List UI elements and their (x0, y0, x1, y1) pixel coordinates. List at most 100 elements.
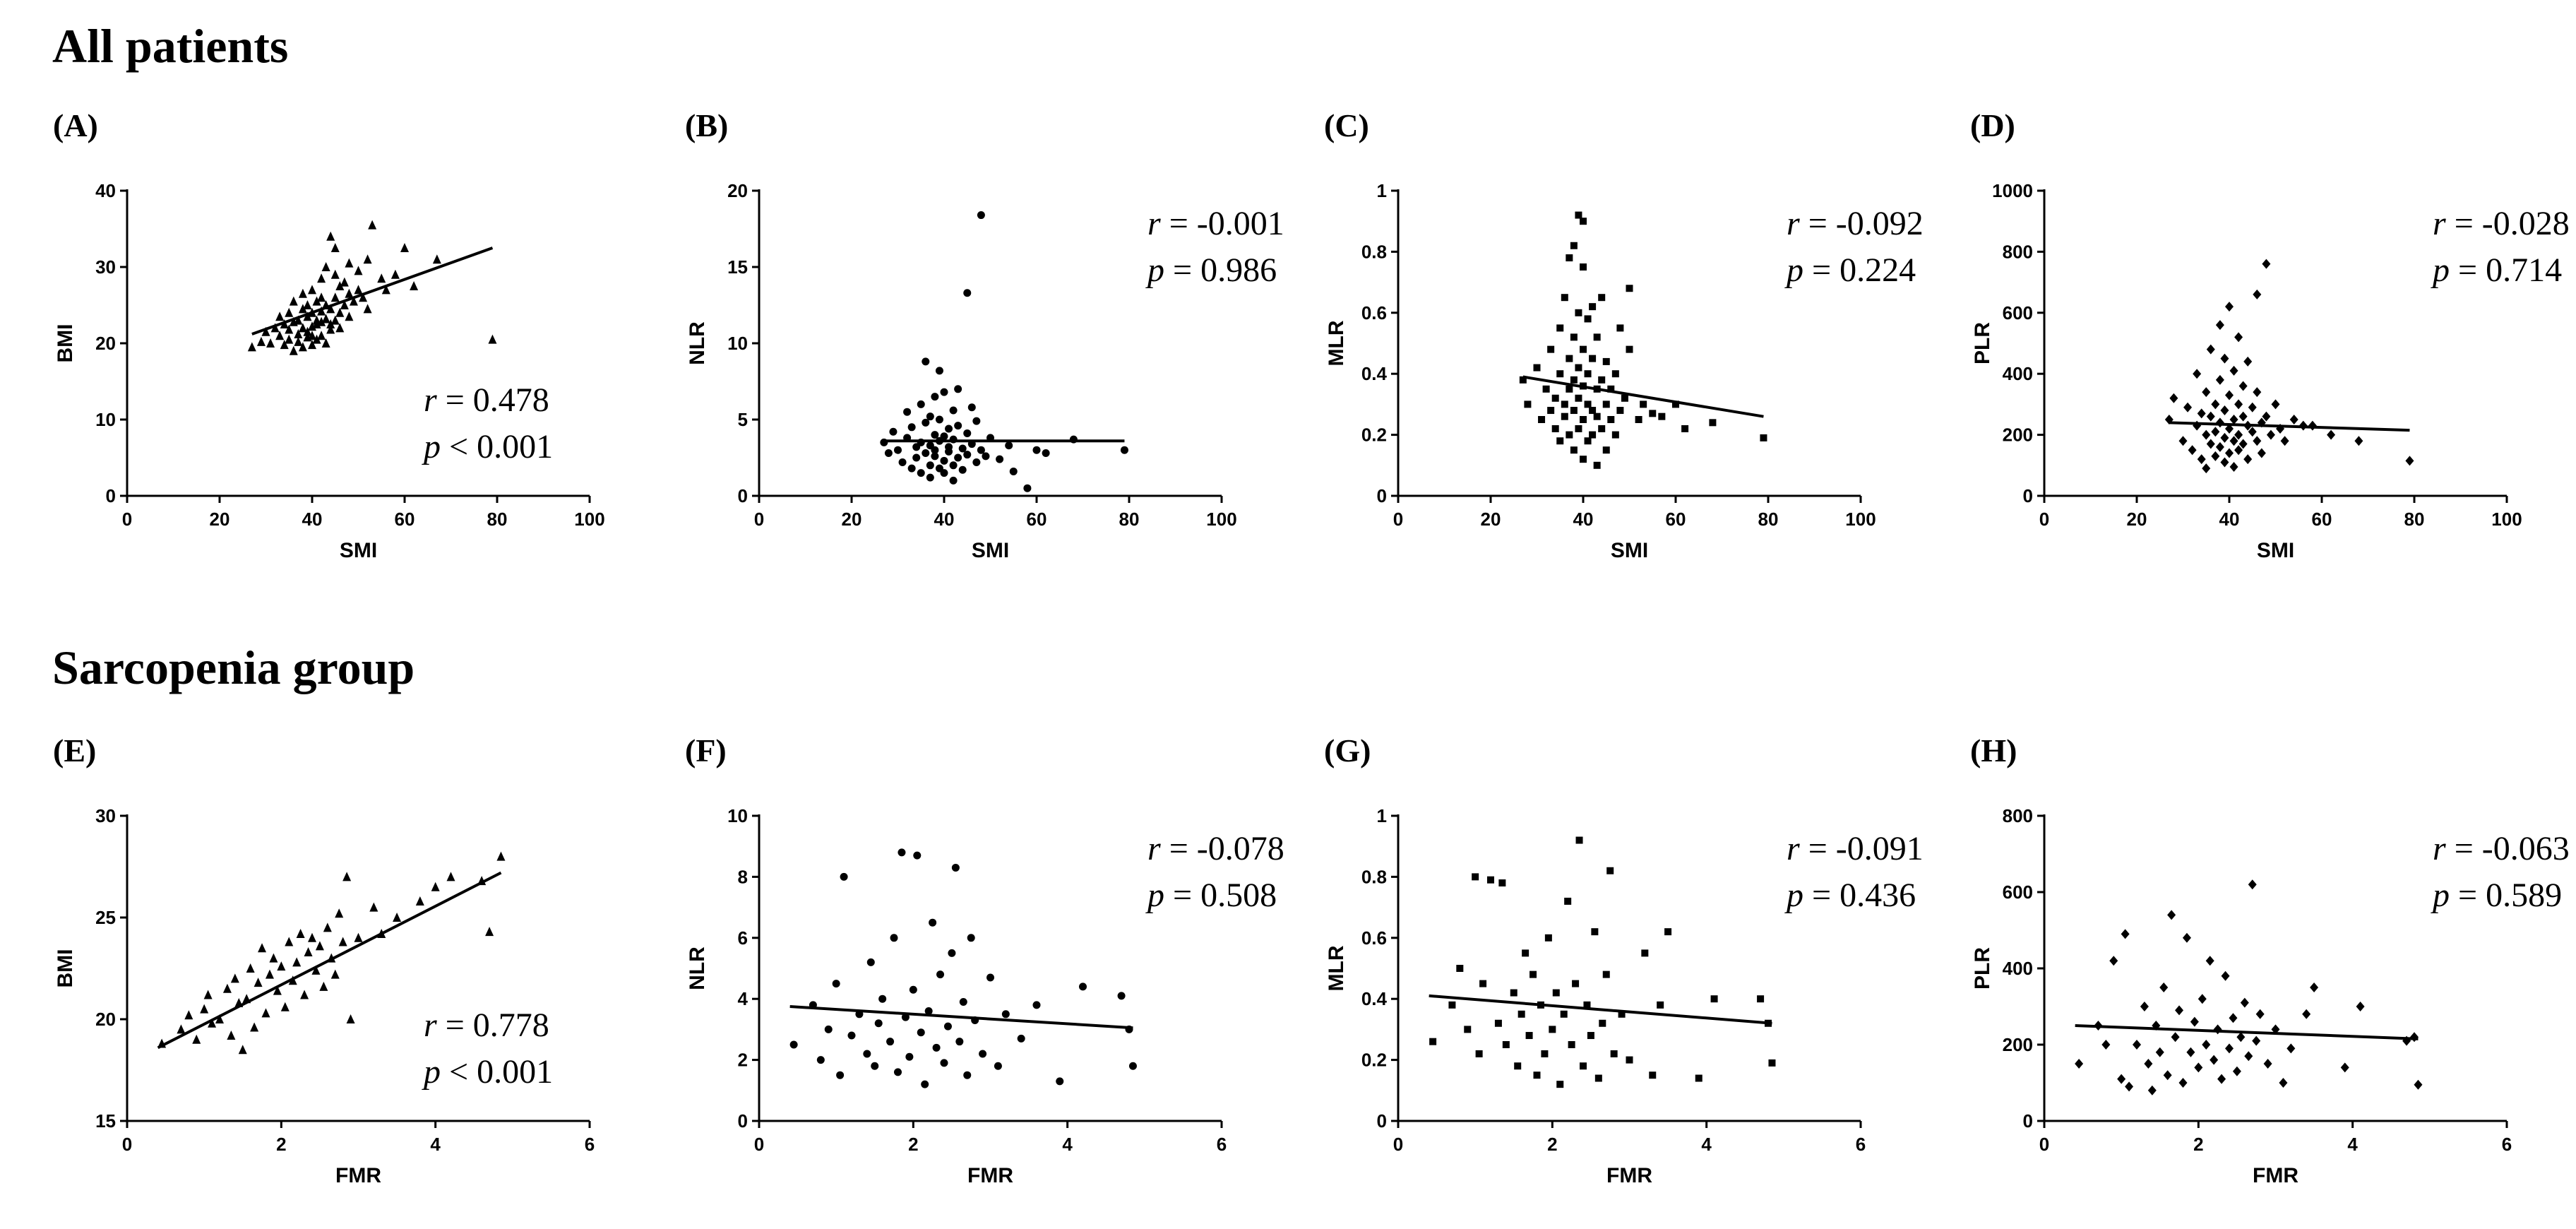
data-point (1556, 324, 1564, 332)
r-value-text: r = -0.028 (2433, 205, 2570, 242)
data-point (294, 315, 303, 325)
data-point (321, 262, 330, 271)
data-point (317, 316, 326, 326)
data-point (940, 456, 948, 465)
data-point (345, 258, 354, 268)
data-point (200, 1004, 209, 1014)
data-point (321, 338, 330, 348)
data-point (2117, 1074, 2126, 1084)
data-point (311, 965, 321, 975)
data-point (368, 220, 377, 230)
data-point (2354, 436, 2363, 446)
data-point (496, 851, 506, 861)
data-point (246, 963, 255, 973)
regression-line (1522, 375, 1764, 418)
regression-line (789, 1005, 1133, 1030)
data-point (294, 336, 303, 346)
data-point (2253, 436, 2262, 446)
data-point (275, 311, 285, 321)
data-point (917, 469, 925, 477)
data-point (1580, 416, 1587, 423)
x-tick-label: 4 (2347, 1134, 2358, 1155)
data-point (967, 403, 976, 412)
x-tick-label: 4 (430, 1134, 441, 1155)
p-value: = 0.436 (1812, 877, 1916, 914)
data-point (2220, 353, 2229, 364)
data-point (963, 1071, 972, 1079)
x-tick-label: 40 (1573, 509, 1594, 530)
data-point (2194, 1062, 2203, 1073)
data-point (2169, 393, 2178, 403)
data-point (1547, 407, 1555, 415)
data-point (1602, 970, 1610, 978)
y-tick-label: 0 (1377, 1110, 1387, 1132)
p-value: = 0.714 (2458, 251, 2562, 289)
data-point (1589, 407, 1597, 415)
data-point (296, 929, 305, 939)
data-point (312, 334, 321, 344)
data-point (285, 334, 294, 344)
r-symbol: r (424, 381, 446, 419)
chart-panel-7: (G) 0 0.2 0.4 0.6 0.8 1 0 2 4 6 FMR MLR r = -0.091 p =… (1324, 732, 1924, 1187)
data-point (1575, 424, 1582, 432)
data-point (924, 1007, 933, 1015)
data-point (2215, 374, 2224, 385)
x-tick-label: 60 (2312, 509, 2332, 530)
data-point (1695, 1074, 1703, 1082)
data-point (1598, 376, 1606, 384)
data-point (1056, 1077, 1064, 1086)
data-point (2197, 408, 2206, 419)
data-point (1658, 412, 1666, 420)
panel-label: (E) (53, 732, 96, 768)
data-point (874, 1019, 883, 1028)
data-point (912, 453, 921, 462)
data-point (369, 902, 378, 912)
data-point (929, 918, 937, 927)
data-point (1564, 897, 1572, 905)
data-point (917, 400, 925, 408)
data-point (330, 969, 340, 979)
data-point (1128, 1062, 1137, 1070)
p-symbol: p (422, 1053, 449, 1091)
data-point (208, 1018, 217, 1028)
data-point (292, 957, 302, 967)
data-point (266, 338, 275, 348)
data-point (2253, 387, 2262, 398)
data-point (982, 452, 990, 461)
data-point (948, 949, 956, 957)
data-point (2206, 439, 2215, 449)
data-point (285, 307, 294, 317)
data-point (1611, 431, 1619, 439)
data-point (285, 324, 294, 334)
data-point (261, 326, 270, 336)
panel-label: (B) (685, 107, 728, 143)
data-point (1589, 431, 1597, 439)
data-point (2229, 461, 2238, 472)
y-tick-label: 0 (106, 485, 116, 506)
data-point (1533, 1071, 1541, 1079)
data-point (393, 913, 402, 922)
data-point (2217, 1074, 2226, 1084)
x-tick-label: 80 (1758, 509, 1779, 530)
y-tick-label: 0 (2023, 485, 2033, 506)
y-tick-label: 0.4 (1361, 363, 1388, 384)
data-point (2190, 1016, 2199, 1027)
data-point (2175, 1005, 2184, 1016)
p-value-text: p = 0.714 (2431, 251, 2562, 289)
data-point (363, 254, 372, 264)
data-point (410, 281, 419, 290)
data-point (940, 432, 948, 441)
data-point (816, 1056, 825, 1064)
data-point (1556, 370, 1564, 378)
data-point (2238, 381, 2248, 391)
data-point (878, 995, 887, 1003)
data-point (1672, 400, 1679, 408)
data-point (321, 314, 330, 323)
data-point (2238, 411, 2248, 422)
data-point (2243, 454, 2253, 465)
data-point (959, 998, 967, 1007)
data-point (1575, 364, 1582, 372)
y-tick-label: 10 (727, 333, 748, 354)
data-point (2225, 1043, 2234, 1054)
data-point (1607, 416, 1615, 423)
